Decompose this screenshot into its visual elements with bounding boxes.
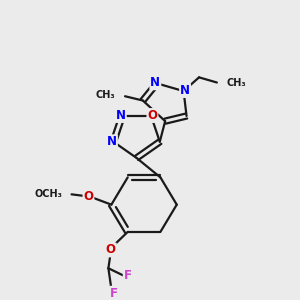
Text: CH₃: CH₃ [96,90,116,100]
Text: O: O [83,190,94,202]
Text: N: N [180,84,190,97]
Text: F: F [110,287,118,300]
Text: N: N [116,109,126,122]
Text: OCH₃: OCH₃ [34,189,62,199]
Text: O: O [147,109,158,122]
Text: CH₃: CH₃ [226,77,246,88]
Text: N: N [107,135,117,148]
Text: N: N [150,76,160,89]
Text: O: O [106,243,116,256]
Text: F: F [124,269,132,282]
